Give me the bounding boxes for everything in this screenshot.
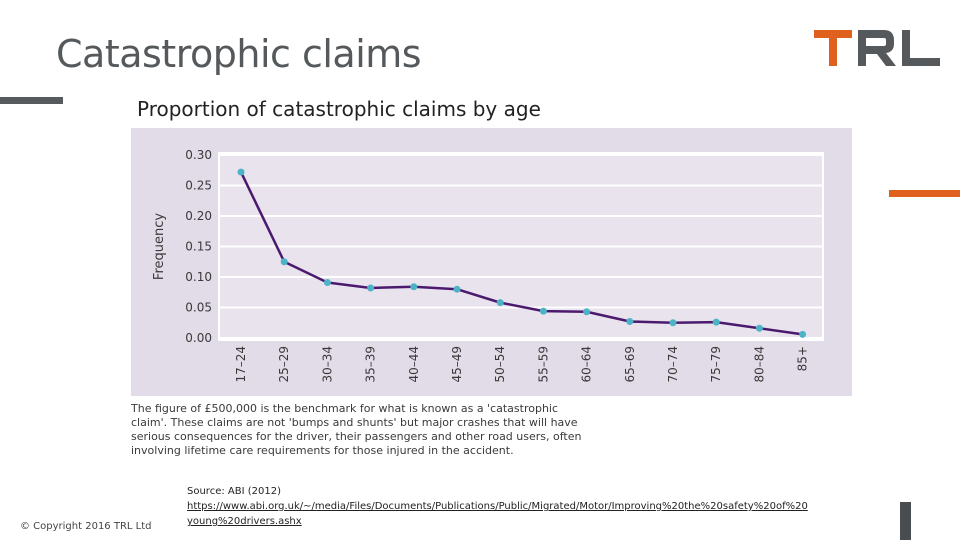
line-chart: 0.00 0.05 0.10 0.15 0.20 0.25 0.30 Frequency 17–…	[152, 148, 824, 383]
x-tick-label: 60–64	[580, 346, 594, 383]
accent-bar-right	[889, 190, 960, 197]
data-point	[669, 319, 677, 327]
accent-bar-bottom	[900, 502, 911, 540]
y-tick-label: 0.05	[185, 301, 212, 315]
source-label: Source: ABI (2012)	[187, 486, 281, 497]
chart-caption: The figure of £500,000 is the benchmark …	[131, 402, 582, 457]
chart-subtitle: Proportion of catastrophic claims by age	[137, 97, 541, 121]
x-tick-label: 55–59	[536, 346, 550, 383]
trl-logo: TRL	[814, 30, 940, 66]
series-line	[239, 171, 803, 336]
x-tick-label: 30–34	[320, 346, 334, 383]
chart-panel: 0.00 0.05 0.10 0.15 0.20 0.25 0.30 Frequency 17–…	[131, 128, 852, 396]
data-point	[539, 307, 547, 315]
accent-bar-left	[0, 97, 63, 104]
y-tick-label: 0.20	[185, 209, 212, 223]
x-tick-label: 65–69	[623, 346, 637, 383]
data-point	[237, 168, 245, 176]
data-point	[496, 299, 504, 307]
data-point	[712, 318, 720, 326]
data-point	[280, 258, 288, 266]
x-tick-label: 17–24	[234, 346, 248, 383]
data-point	[367, 284, 375, 292]
source-link[interactable]: https://www.abi.org.uk/~/media/Files/Doc…	[187, 501, 808, 527]
y-tick-label: 0.30	[185, 148, 212, 162]
y-tick-label: 0.10	[185, 270, 212, 284]
data-point	[410, 283, 418, 291]
y-tick-label: 0.15	[185, 240, 212, 254]
x-tick-label: 80–84	[752, 346, 766, 383]
copyright-text: © Copyright 2016 TRL Ltd	[20, 521, 152, 532]
data-point	[453, 285, 461, 293]
x-tick-label: 45–49	[450, 346, 464, 383]
x-tick-label: 50–54	[493, 346, 507, 383]
y-axis-label: Frequency	[152, 213, 167, 280]
x-tick-label: 40–44	[407, 346, 421, 383]
data-point	[626, 318, 634, 326]
x-tick-label: 70–74	[666, 346, 680, 383]
data-point	[583, 308, 591, 316]
source-block: Source: ABI (2012) https://www.abi.org.u…	[187, 484, 812, 529]
y-tick-label: 0.00	[185, 331, 212, 345]
x-tick-label: 85+	[796, 346, 810, 371]
y-tick-label: 0.25	[185, 179, 212, 193]
slide-title: Catastrophic claims	[56, 32, 422, 76]
data-point	[755, 324, 763, 332]
data-point	[323, 278, 331, 286]
data-point	[799, 330, 807, 338]
x-tick-label: 75–79	[709, 346, 723, 383]
x-tick-label: 25–29	[277, 346, 291, 383]
x-tick-label: 35–39	[364, 346, 378, 383]
